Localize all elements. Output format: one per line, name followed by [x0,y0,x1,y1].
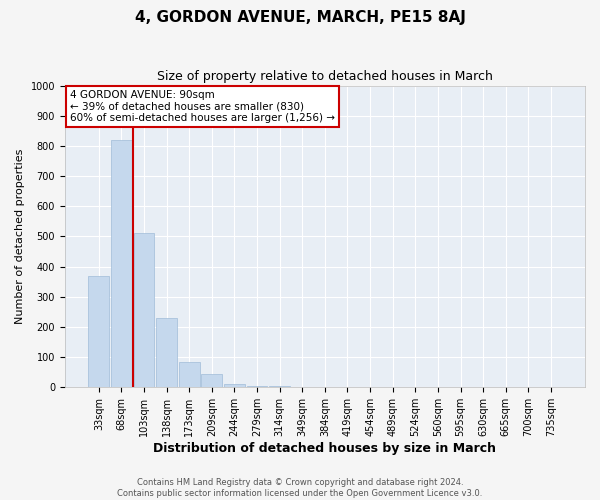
Y-axis label: Number of detached properties: Number of detached properties [15,149,25,324]
Bar [202,374,222,388]
Text: 4, GORDON AVENUE, MARCH, PE15 8AJ: 4, GORDON AVENUE, MARCH, PE15 8AJ [134,10,466,25]
Bar [88,276,109,388]
Title: Size of property relative to detached houses in March: Size of property relative to detached ho… [157,70,493,83]
Bar [111,140,132,388]
Bar [224,384,245,388]
Bar [179,362,200,388]
X-axis label: Distribution of detached houses by size in March: Distribution of detached houses by size … [154,442,496,455]
Bar [269,386,290,388]
Bar [292,386,313,388]
Text: 4 GORDON AVENUE: 90sqm
← 39% of detached houses are smaller (830)
60% of semi-de: 4 GORDON AVENUE: 90sqm ← 39% of detached… [70,90,335,124]
Bar [247,386,268,388]
Bar [134,234,154,388]
Text: Contains HM Land Registry data © Crown copyright and database right 2024.
Contai: Contains HM Land Registry data © Crown c… [118,478,482,498]
Bar [156,318,177,388]
